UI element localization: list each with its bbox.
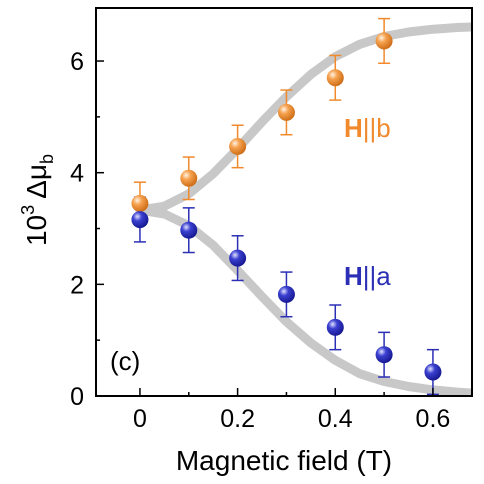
- data-point-b: [375, 32, 393, 50]
- error-bars: [133, 17, 439, 396]
- y-axis-title: 103 Δμb: [18, 154, 57, 246]
- x-tick-label: 0.2: [220, 405, 255, 433]
- panel-label: (c): [110, 346, 140, 376]
- data-point-a: [326, 318, 344, 336]
- data-point-b: [180, 169, 198, 187]
- y-axis-title-exponent: 3: [18, 205, 38, 215]
- series-label-a-rest: ||a: [363, 261, 392, 291]
- data-point-b: [326, 69, 344, 87]
- y-axis-title-subscript: b: [37, 154, 57, 164]
- x-tick-label: 0: [133, 405, 147, 433]
- y-axis-title-prefix: 10: [21, 215, 52, 246]
- y-ticks: 0 2 4 6: [70, 48, 104, 411]
- x-ticks: 0 0.2 0.4 0.6: [133, 388, 450, 433]
- plot-frame: [95, 7, 473, 397]
- data-point-a: [277, 285, 295, 303]
- fit-b-curve: [135, 22, 472, 215]
- x-tick-label: 0.6: [416, 405, 451, 433]
- series-label-b-rest: ||b: [363, 113, 391, 143]
- series-label-a: H||a: [344, 261, 391, 291]
- y-tick-label: 4: [70, 160, 84, 188]
- data-point-b: [229, 137, 247, 155]
- x-tick-label: 0.4: [318, 405, 353, 433]
- series-label-b-main: H: [344, 113, 363, 143]
- series-label-a-main: H: [344, 261, 363, 291]
- data-point-a: [180, 221, 198, 239]
- data-markers: [131, 32, 442, 381]
- y-tick-label: 0: [70, 383, 84, 411]
- y-tick-label: 6: [70, 48, 84, 76]
- series-label-b: H||b: [344, 113, 391, 143]
- data-point-a: [131, 211, 149, 229]
- x-axis-title: Magnetic field (T): [176, 445, 392, 476]
- data-point-b: [277, 103, 295, 121]
- y-tick-label: 2: [70, 271, 84, 299]
- data-point-a: [375, 346, 393, 364]
- data-point-a: [229, 249, 247, 267]
- data-point-b: [131, 194, 149, 212]
- data-point-a: [424, 363, 442, 381]
- fit-curves: [135, 22, 472, 396]
- y-axis-title-symbol: Δμ: [21, 164, 52, 199]
